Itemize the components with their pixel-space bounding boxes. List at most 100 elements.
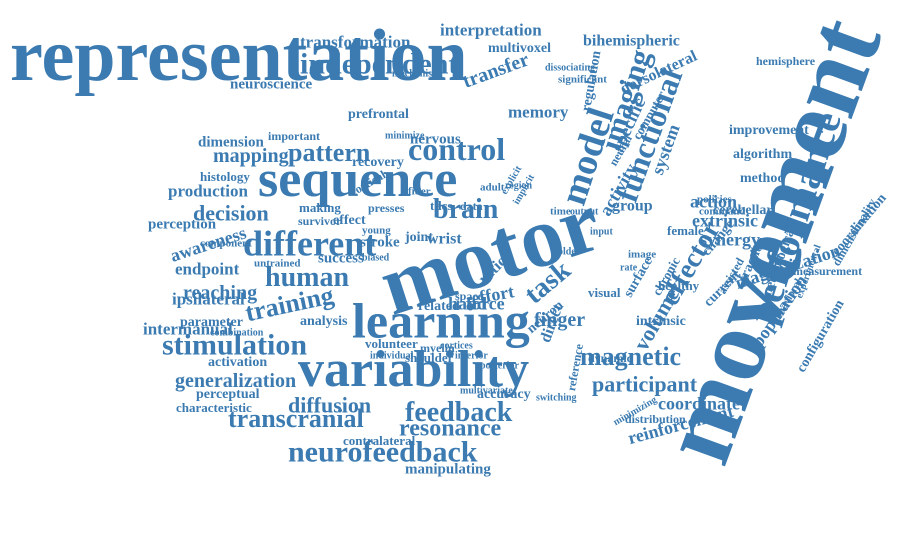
word-reaching: reaching: [183, 282, 258, 304]
word-input: input: [590, 226, 613, 238]
word-activation: activation: [208, 355, 268, 371]
word-human: human: [265, 262, 350, 294]
word-prefrontal: prefrontal: [348, 107, 409, 123]
word-participant: participant: [592, 371, 698, 397]
word-interpretation: interpretation: [440, 20, 542, 40]
word-extrinsic: extrinsic: [692, 210, 758, 231]
word-bihemispheric: bihemispheric: [583, 32, 680, 50]
word-independent: independent: [300, 47, 459, 81]
word-multivariate: multivariate: [460, 385, 513, 397]
word-improvement: improvement: [729, 123, 809, 139]
word-characteristic: characteristic: [176, 399, 252, 415]
word-young: young: [362, 224, 391, 237]
word-older: older: [558, 246, 581, 258]
word-magnetic: magnetic: [580, 341, 682, 371]
word-time: time: [550, 205, 571, 218]
word-finger: finger: [534, 309, 586, 331]
word-histology: histology: [200, 168, 250, 184]
word-diffusion: diffusion: [288, 392, 372, 418]
word-control: control: [408, 130, 506, 167]
word-multivoxel: multivoxel: [488, 41, 551, 57]
word-cortices: cortices: [440, 340, 473, 352]
word-nervous: nervous: [410, 131, 461, 148]
word-hemisphere: hemisphere: [756, 53, 816, 68]
word-untrained: untrained: [254, 257, 301, 270]
word-data: data: [460, 198, 483, 213]
word-command: command: [699, 205, 746, 218]
word-analysis: analysis: [300, 314, 348, 330]
word-coordinate: coordinate: [658, 393, 740, 414]
word-component: component: [200, 237, 252, 250]
word-visual: visual: [588, 284, 621, 300]
word-perceptual: perceptual: [196, 387, 260, 403]
word-dimension: dimension: [198, 134, 264, 151]
word-resonance: resonance: [399, 415, 502, 442]
word-different: different: [243, 223, 377, 264]
word-decision: decision: [193, 200, 269, 226]
word-algorithm: algorithm: [733, 147, 793, 163]
word-space: space: [455, 288, 483, 303]
word-switching: switching: [536, 392, 577, 404]
word-adult: adult: [480, 181, 505, 194]
word-synergy: synergy: [700, 229, 760, 250]
word-variability: variability: [298, 340, 530, 398]
word-action: action: [690, 191, 737, 212]
word-inferior: inferior: [455, 350, 488, 362]
word-minimize: minimize: [385, 130, 425, 142]
word-neurofeedback: neurofeedback: [288, 435, 478, 469]
word-stroke: stroke: [360, 234, 400, 251]
word-recovery: recovery: [352, 155, 404, 171]
word-production: production: [168, 181, 248, 201]
word-making: making: [299, 199, 341, 215]
word-learning: learning: [352, 292, 530, 349]
word-dynamic: dynamic: [588, 350, 633, 365]
word-individual: individual: [370, 350, 414, 362]
word-dissociating: dissociating: [545, 62, 596, 74]
word-pattern: pattern: [288, 137, 371, 167]
word-ipsilateral: ipsilateral: [172, 289, 245, 309]
word-healthy: healthy: [658, 277, 700, 293]
word-myelin: myelin: [420, 340, 455, 355]
word-shoulder: shoulder: [405, 349, 454, 365]
word-brain: brain: [433, 194, 499, 226]
word-mechanism: mechanism: [392, 68, 441, 80]
word-rate: rate: [620, 262, 638, 274]
word-image: image: [628, 248, 657, 261]
word-sequence: sequence: [258, 150, 458, 208]
word-tdcs: tdcs: [430, 197, 453, 213]
word-combination: combination: [210, 327, 264, 339]
word-intrinsic: intrinsic: [636, 314, 686, 330]
word-force: force: [466, 293, 505, 314]
word-accuracy: accuracy: [477, 387, 531, 403]
word-distribution: distribution: [625, 411, 686, 426]
word-memory: memory: [508, 102, 569, 122]
word-parameter: parameter: [180, 315, 243, 331]
word-presses: presses: [368, 200, 405, 215]
word-important: important: [268, 128, 320, 143]
word-method: method: [740, 171, 786, 187]
word-generalization: generalization: [175, 370, 297, 392]
word-success: success: [318, 250, 364, 267]
word-region: region: [505, 180, 533, 192]
word-joint: joint: [405, 230, 433, 246]
word-effect: effect: [333, 213, 366, 229]
word-contralateral: contralateral: [343, 432, 416, 448]
word-policies: policies: [697, 193, 732, 206]
word-biased: biased: [362, 252, 390, 264]
word-output: output: [570, 206, 599, 218]
word-neuroscience: neuroscience: [230, 76, 313, 93]
word-representation: representation: [10, 15, 468, 98]
word-manipulating: manipulating: [405, 461, 491, 478]
word-measurement: measurement: [793, 263, 863, 278]
word-volunteer: volunteer: [365, 335, 418, 351]
word-transformation: transformation: [300, 32, 411, 52]
word-intermanual: intermanual: [143, 319, 233, 339]
word-reference: reference: [564, 342, 587, 393]
word-stimulation: stimulation: [162, 328, 308, 362]
word-fiber: fiber: [408, 185, 431, 198]
word-mapping: mapping: [213, 145, 289, 167]
word-perception: perception: [148, 216, 217, 233]
word-posterior: posterior: [480, 360, 519, 372]
word-hand: hand: [448, 293, 488, 314]
